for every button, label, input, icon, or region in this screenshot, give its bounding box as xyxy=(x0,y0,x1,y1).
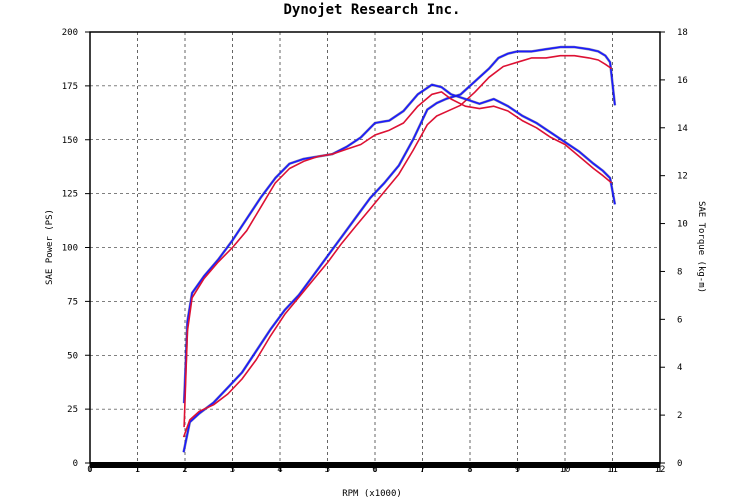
y2-tick-label: 8 xyxy=(677,267,682,277)
x-tick-label: 4 xyxy=(277,465,282,475)
series-line-2 xyxy=(183,83,616,404)
series-lines xyxy=(182,45,617,453)
y2-tick-label: 18 xyxy=(677,28,688,38)
x-tick-label: 6 xyxy=(372,465,377,475)
y2-tick-label: 16 xyxy=(677,76,688,86)
y-tick-label: 0 xyxy=(73,459,78,469)
y-tick-label: 100 xyxy=(62,244,78,254)
y-tick-label: 50 xyxy=(67,351,78,361)
y2-tick-label: 10 xyxy=(677,220,688,230)
series-line-3 xyxy=(183,91,613,428)
y-axis-label: SAE Power (PS) xyxy=(45,209,55,285)
y2-axis-label: SAE Torque (kg-m) xyxy=(696,201,706,293)
x-tick-label: 11 xyxy=(607,465,618,475)
series-line-1 xyxy=(182,54,613,438)
x-tick-label: 8 xyxy=(467,465,472,475)
y-tick-label: 125 xyxy=(62,190,78,200)
x-tick-label: 7 xyxy=(420,465,425,475)
grid xyxy=(90,32,660,463)
y2-ticks: 0 2 4 6 8 10 12 14 16 18 xyxy=(660,28,688,469)
y-tick-label: 175 xyxy=(62,82,78,92)
y-tick-label: 25 xyxy=(67,405,78,415)
x-tick-label: 2 xyxy=(182,465,187,475)
y2-tick-label: 14 xyxy=(677,124,688,134)
y2-tick-label: 0 xyxy=(677,459,682,469)
x-tick-label: 3 xyxy=(230,465,235,475)
x-ticks: 0 1 2 3 4 5 6 7 8 9 10 11 12 xyxy=(87,463,665,475)
x-tick-label: 1 xyxy=(135,465,140,475)
y-tick-label: 200 xyxy=(62,28,78,38)
y2-tick-label: 2 xyxy=(677,411,682,421)
series-line-0 xyxy=(182,46,616,453)
x-tick-label: 0 xyxy=(87,465,92,475)
x-tick-label: 5 xyxy=(325,465,330,475)
x-tick-label: 12 xyxy=(655,465,666,475)
y2-tick-label: 6 xyxy=(677,315,682,325)
x-tick-label: 9 xyxy=(515,465,520,475)
y2-tick-label: 4 xyxy=(677,363,682,373)
y-ticks: 0 25 50 75 100 125 150 175 200 xyxy=(62,28,90,469)
y-tick-label: 150 xyxy=(62,136,78,146)
y-tick-label: 75 xyxy=(67,297,78,307)
x-axis-label: RPM (x1000) xyxy=(342,489,402,499)
series-shadow-0 xyxy=(182,45,617,453)
x-tick-label: 10 xyxy=(560,465,571,475)
y2-tick-label: 12 xyxy=(677,172,688,182)
chart-title: Dynojet Research Inc. xyxy=(283,2,460,18)
